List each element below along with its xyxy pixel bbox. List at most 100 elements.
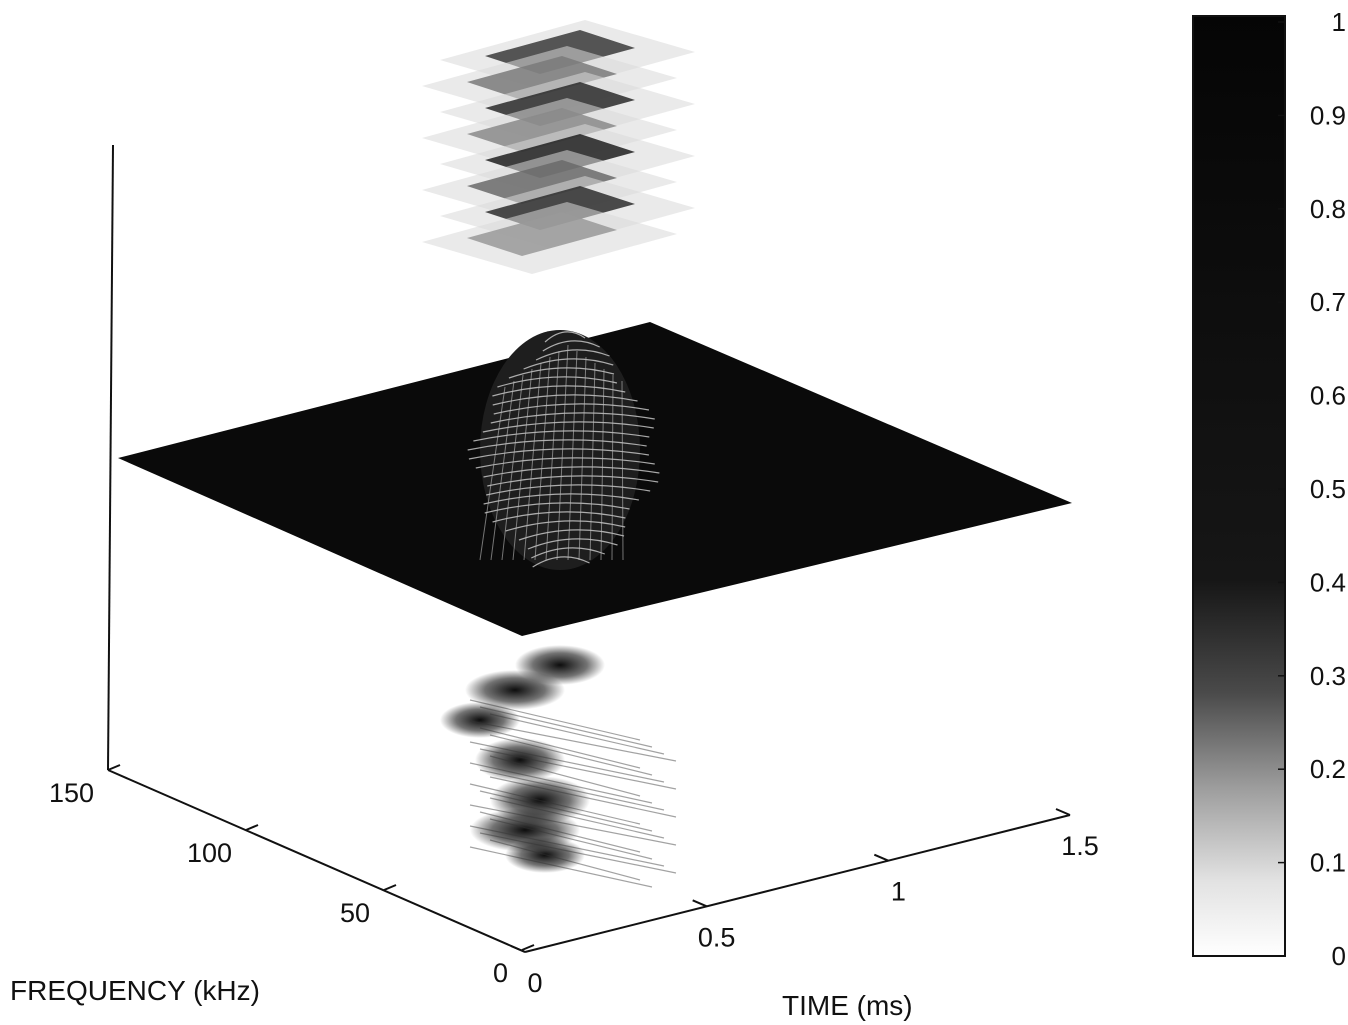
peak-mesh-line [523,358,614,370]
projection-streak [489,818,653,860]
time-tick [1055,808,1071,816]
peak-mesh-line [518,529,625,541]
colorbar-ticks: 0 0.1 0.2 0.3 0.4 0.5 0.6 0.7 0.8 0.9 1 [1278,7,1346,971]
projection-streak [469,699,641,741]
peak-mesh-line [527,538,618,550]
frequency-tick-label: 100 [187,838,232,868]
slice-layer-core [467,160,617,204]
frequency-tick [245,824,259,831]
projection-streak [479,790,653,832]
frequency-tick [107,764,121,771]
time-tick-label: 1 [891,877,906,907]
time-tick-label: 1.5 [1061,831,1099,861]
peak-mesh-line [508,367,615,379]
slice-layer-core [467,212,617,256]
projection-streak [479,832,677,874]
peak-mesh-line [483,466,660,478]
projection-streak [479,727,641,769]
peak-mesh-line [492,385,626,397]
time-axis-title: TIME (ms) [782,990,913,1021]
colorbar-tick-label: 0.4 [1310,567,1346,597]
peak-mesh-line [473,430,650,442]
frequency-tick-label: 50 [340,898,370,928]
projection-streak [469,825,665,867]
time-tick-label: 0.5 [698,922,736,952]
projection-streak [469,762,653,804]
time-tick-label: 0 [527,968,542,998]
peak-mesh-line [483,493,639,505]
slice-layer-core [467,56,617,100]
projection-streak [489,734,653,776]
peak-mesh-line [475,457,655,469]
peak-mesh-line [501,374,524,561]
projection-streak [469,846,653,888]
time-tick [510,945,526,953]
peak-mesh-line [523,362,542,561]
projection-streak [479,769,665,811]
peak-mesh-line [544,331,586,343]
projection-streak [479,811,641,853]
top-slices [422,20,695,274]
peak-mesh-line [484,502,630,514]
frequency-tick [383,884,397,891]
colorbar-tick-label: 1 [1332,7,1346,37]
surface-peak [467,330,660,570]
projection-blob [440,702,520,738]
frequency-axis-line [107,769,526,953]
frequency-ticks: 0 50 100 150 [49,764,535,988]
projection-streak [469,783,641,825]
peak-mesh-line [487,475,659,487]
z-axis-line [107,144,114,771]
peak-mesh-line [468,448,649,460]
peak-mesh-line [490,380,515,561]
peak-mesh-line [467,439,647,451]
peak-mesh-line [542,340,600,352]
peak-mesh-line [556,344,569,561]
peak-mesh-line [532,556,590,568]
peak-mesh-line [567,350,578,561]
projection-streak [489,839,641,881]
time-tick [692,899,708,908]
colorbar-tick-label: 0.8 [1310,194,1346,224]
peak-mesh-line [486,484,651,496]
peak-mesh-line [512,368,533,561]
colorbar-tick-label: 0.5 [1310,474,1346,504]
bottom-projection [440,645,677,888]
frequency-tick-label: 0 [493,958,508,988]
peak-mesh-line [493,403,650,415]
projection-streak [489,755,641,797]
projection-streak [479,706,653,748]
projection-blob [475,738,565,782]
projection-streak [489,713,665,755]
peak-mesh-line [578,356,587,561]
projection-blob [465,670,565,710]
projection-streak [469,741,665,783]
peak-mesh-line [589,362,596,561]
time-tick [873,853,889,862]
colorbar-tick-label: 0.1 [1310,848,1346,878]
frequency-tick [521,944,535,951]
peak-mesh-line [479,386,506,561]
colorbar-tick-label: 0.3 [1310,661,1346,691]
peak-mesh-line [482,421,654,433]
peak-mesh-line [600,368,605,561]
peak-mesh-line [611,374,614,561]
time-ticks: 0 0.5 1 1.5 [510,808,1099,998]
colorbar-tick-label: 0.7 [1310,287,1346,317]
peak-mesh-line [535,349,610,361]
projection-streak [469,804,677,846]
colorbar-tick-label: 0.2 [1310,754,1346,784]
frequency-tick-label: 150 [49,778,94,808]
time-axis-line [524,814,1071,953]
peak-mesh-line [490,412,655,424]
colorbar-tick-label: 0 [1332,941,1346,971]
projection-blob [505,837,585,873]
frequency-axis-title: FREQUENCY (kHz) [10,975,260,1006]
projection-streak [479,748,677,790]
peak-mesh-line [545,350,560,561]
slice-layer-core [467,108,617,152]
projection-streak [469,720,677,762]
colorbar-tick-label: 0.9 [1310,100,1346,130]
projection-streak [489,797,665,839]
